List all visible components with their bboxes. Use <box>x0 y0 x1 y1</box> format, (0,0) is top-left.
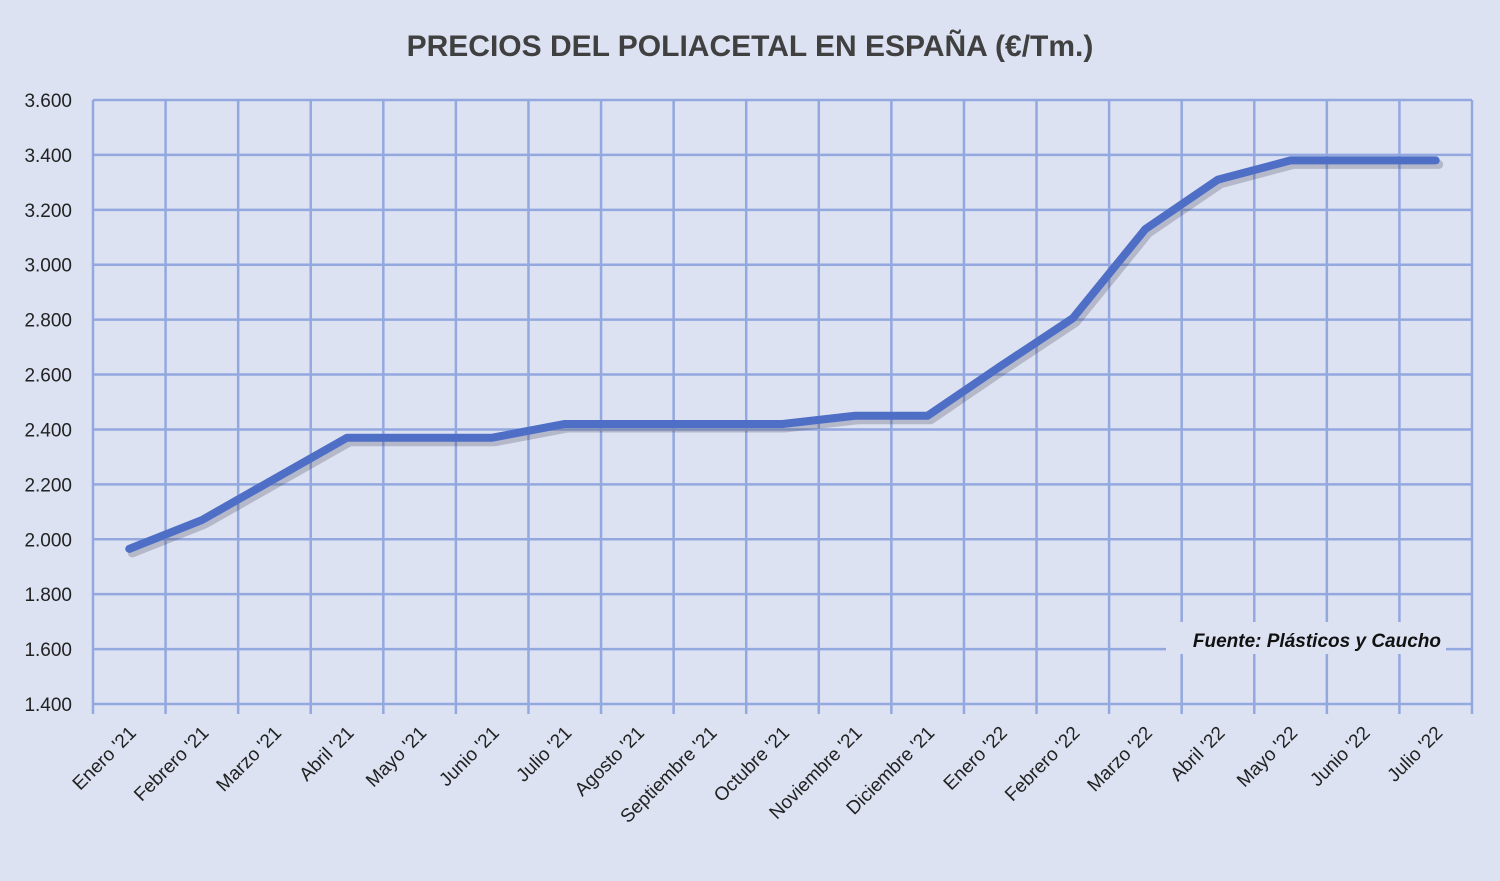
y-tick-label: 2.200 <box>24 475 72 496</box>
series <box>125 156 1444 558</box>
chart-title: PRECIOS DEL POLIACETAL EN ESPAÑA (€/Tm.) <box>407 29 1094 63</box>
x-tick-label: Julio '22 <box>1384 723 1448 787</box>
x-tick-label: Junio '22 <box>1306 723 1374 791</box>
grid <box>91 98 1474 714</box>
x-tick-label: Enero '21 <box>69 723 141 795</box>
x-tick-label: Julio '21 <box>513 723 577 787</box>
x-tick-label: Mayo '22 <box>1233 723 1302 792</box>
x-tick-label: Enero '22 <box>940 723 1012 795</box>
x-tick-label: Agosto '21 <box>571 723 649 801</box>
x-tick-label: Febrero '21 <box>130 723 213 806</box>
series-line-shadow <box>127 159 1444 558</box>
y-tick-label: 1.600 <box>24 640 72 661</box>
x-tick-label: Abril '22 <box>1167 723 1230 786</box>
y-tick-label: 2.600 <box>24 366 72 387</box>
x-tick-label: Febrero '22 <box>1001 723 1084 806</box>
y-tick-label: 2.400 <box>24 420 72 441</box>
y-tick-label: 3.600 <box>24 91 72 112</box>
x-tick-label: Marzo '22 <box>1084 723 1157 796</box>
x-tick-label: Mayo '21 <box>362 723 431 792</box>
x-tick-label: Junio '21 <box>436 723 504 791</box>
x-tick-label: Abril '21 <box>296 723 359 786</box>
y-tick-label: 3.400 <box>24 146 72 167</box>
x-tick-label: Marzo '21 <box>213 723 286 796</box>
y-tick-label: 3.000 <box>24 256 72 277</box>
y-tick-label: 1.400 <box>24 695 72 716</box>
y-tick-label: 1.800 <box>24 585 72 606</box>
y-axis: 1.400 1.600 1.800 2.000 2.200 2.400 2.600 2.800… <box>24 91 72 716</box>
y-tick-label: 2.000 <box>24 530 72 551</box>
source-box <box>1166 622 1446 654</box>
series-line <box>125 156 1440 553</box>
y-tick-label: 2.800 <box>24 311 72 332</box>
y-tick-label: 3.200 <box>24 201 72 222</box>
source-annotation: Fuente: Plásticos y Caucho <box>1193 631 1441 652</box>
